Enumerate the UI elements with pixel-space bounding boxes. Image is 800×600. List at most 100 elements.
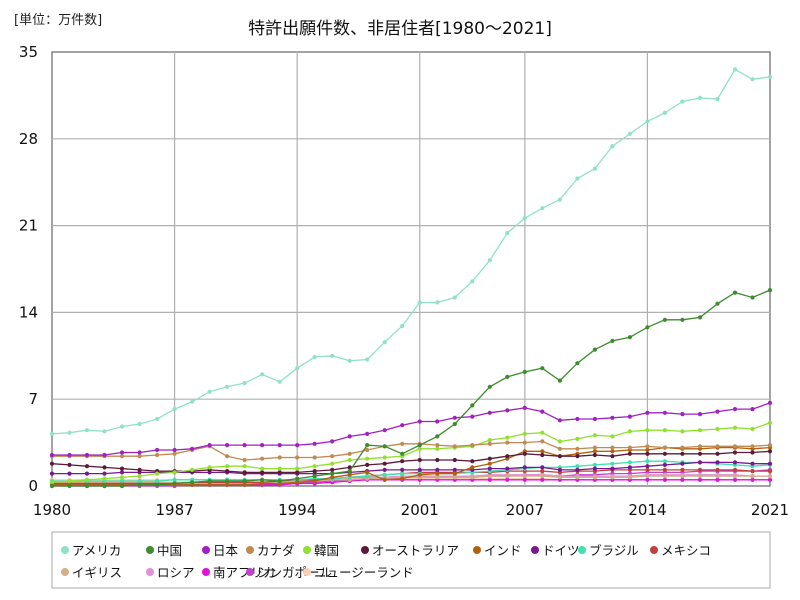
data-point bbox=[487, 474, 492, 479]
data-point bbox=[330, 471, 335, 476]
data-point bbox=[155, 452, 160, 458]
x-tick-label: 1987 bbox=[155, 501, 193, 519]
data-point bbox=[435, 475, 440, 480]
data-point bbox=[84, 428, 90, 433]
data-point bbox=[312, 354, 317, 360]
y-tick-label: 14 bbox=[19, 303, 38, 321]
data-point bbox=[627, 445, 633, 450]
data-point bbox=[645, 474, 650, 479]
data-point bbox=[662, 445, 668, 450]
data-point bbox=[365, 462, 370, 467]
data-point bbox=[435, 471, 440, 476]
x-tick-label: 2021 bbox=[751, 501, 789, 519]
series-line bbox=[51, 68, 771, 435]
data-point bbox=[487, 384, 492, 389]
data-point bbox=[767, 400, 773, 405]
series-line bbox=[52, 460, 771, 482]
data-point bbox=[540, 206, 545, 211]
legend-label: 南アフリカ bbox=[213, 565, 276, 580]
data-point bbox=[382, 455, 387, 460]
data-point bbox=[610, 144, 615, 149]
data-point bbox=[522, 405, 527, 410]
data-point bbox=[417, 300, 422, 305]
data-point bbox=[417, 419, 422, 424]
data-point bbox=[645, 325, 650, 330]
data-point bbox=[715, 460, 720, 465]
data-point bbox=[592, 462, 598, 467]
data-point bbox=[207, 478, 212, 484]
data-point bbox=[172, 470, 177, 475]
data-point bbox=[697, 315, 703, 320]
data-point bbox=[452, 415, 457, 420]
data-point bbox=[645, 467, 650, 472]
data-point bbox=[102, 465, 107, 470]
data-point bbox=[767, 449, 773, 454]
data-point bbox=[365, 357, 370, 362]
data-point bbox=[592, 475, 598, 480]
data-point bbox=[697, 444, 703, 449]
data-point bbox=[190, 467, 195, 472]
data-point bbox=[575, 361, 580, 366]
data-point bbox=[347, 451, 352, 456]
data-point bbox=[540, 477, 545, 482]
legend-label: シンガポール bbox=[257, 565, 332, 580]
data-point bbox=[715, 474, 720, 479]
data-point bbox=[662, 410, 668, 415]
data-point bbox=[610, 415, 615, 420]
data-point bbox=[680, 445, 685, 450]
data-point bbox=[522, 465, 527, 470]
data-point bbox=[137, 421, 142, 427]
data-point bbox=[540, 366, 545, 371]
data-point bbox=[505, 435, 510, 440]
data-point bbox=[575, 416, 580, 422]
data-point bbox=[330, 439, 335, 444]
data-point bbox=[225, 469, 230, 474]
data-point bbox=[417, 446, 422, 451]
data-point bbox=[242, 470, 247, 475]
legend-marker bbox=[146, 546, 154, 554]
data-point bbox=[662, 110, 668, 115]
legend-box bbox=[51, 531, 771, 589]
data-point bbox=[347, 434, 352, 439]
data-point bbox=[522, 477, 527, 482]
data-point bbox=[417, 443, 422, 448]
x-tick-label: 2001 bbox=[401, 501, 439, 519]
data-point bbox=[697, 460, 703, 465]
data-point bbox=[155, 471, 160, 476]
data-point bbox=[645, 464, 650, 469]
data-point bbox=[330, 475, 335, 480]
data-point bbox=[137, 474, 142, 479]
legend-marker bbox=[146, 568, 154, 576]
data-point bbox=[645, 451, 650, 456]
data-point bbox=[365, 474, 370, 479]
legend-label: イギリス bbox=[72, 565, 122, 580]
series-line bbox=[52, 289, 771, 487]
data-point bbox=[715, 97, 720, 102]
data-point bbox=[767, 477, 773, 482]
data-point bbox=[49, 471, 55, 476]
data-point bbox=[487, 456, 492, 461]
data-point bbox=[382, 467, 387, 472]
data-point bbox=[172, 407, 177, 412]
legend-label: インド bbox=[484, 543, 522, 558]
data-point bbox=[67, 430, 72, 435]
data-point bbox=[557, 439, 563, 444]
data-point bbox=[505, 477, 510, 482]
data-point bbox=[225, 384, 230, 389]
legend-label: 中国 bbox=[157, 543, 182, 558]
data-point bbox=[680, 477, 685, 482]
data-point bbox=[417, 467, 422, 472]
data-point bbox=[260, 481, 265, 486]
legend-label: ブラジル bbox=[589, 543, 639, 558]
data-point bbox=[662, 459, 668, 464]
data-point bbox=[750, 474, 755, 479]
data-point bbox=[487, 466, 492, 471]
data-point bbox=[242, 457, 247, 463]
data-point bbox=[680, 317, 685, 322]
data-point bbox=[610, 466, 615, 471]
series-line bbox=[51, 450, 771, 474]
data-point bbox=[540, 452, 545, 458]
data-point bbox=[242, 482, 247, 487]
legend-marker bbox=[303, 568, 311, 576]
data-point bbox=[680, 99, 685, 104]
